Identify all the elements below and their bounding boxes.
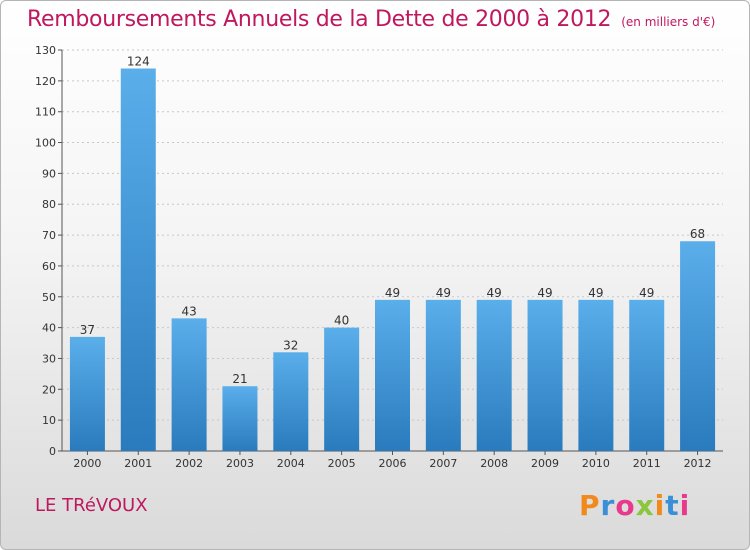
logo-letter: x xyxy=(635,489,655,522)
bar-value-label: 49 xyxy=(385,286,400,300)
proxiti-logo: Proxiti xyxy=(579,489,690,522)
bar-value-label: 49 xyxy=(588,286,603,300)
x-tick-label: 2004 xyxy=(277,457,305,470)
y-tick-label: 60 xyxy=(42,260,56,273)
bar xyxy=(578,299,614,451)
bar xyxy=(680,241,716,451)
bar-value-label: 43 xyxy=(181,304,196,318)
bar xyxy=(222,386,258,451)
bar-value-label: 49 xyxy=(487,286,502,300)
logo-letter: o xyxy=(615,489,636,522)
y-tick-label: 0 xyxy=(49,445,56,458)
y-tick-label: 120 xyxy=(35,75,56,88)
y-tick-label: 110 xyxy=(35,106,56,119)
bar-value-label: 68 xyxy=(690,227,705,241)
logo-letter: P xyxy=(579,489,601,522)
x-tick-label: 2005 xyxy=(328,457,356,470)
x-tick-label: 2002 xyxy=(175,457,203,470)
bar xyxy=(375,299,410,451)
y-tick-label: 30 xyxy=(42,352,56,365)
y-tick-label: 10 xyxy=(42,414,56,427)
x-tick-label: 2007 xyxy=(429,457,457,470)
bar-value-label: 49 xyxy=(537,286,552,300)
logo-letter: t xyxy=(665,489,680,522)
x-tick-label: 2001 xyxy=(124,457,152,470)
x-tick-label: 2008 xyxy=(480,457,508,470)
y-tick-label: 90 xyxy=(42,167,56,180)
bar-value-label: 49 xyxy=(639,286,654,300)
y-tick-label: 100 xyxy=(35,137,56,150)
x-tick-label: 2012 xyxy=(684,457,712,470)
bar xyxy=(273,352,309,451)
x-tick-label: 2000 xyxy=(73,457,101,470)
y-tick-label: 20 xyxy=(42,383,56,396)
y-tick-label: 40 xyxy=(42,322,56,335)
logo-letter: r xyxy=(600,489,616,522)
y-tick-label: 80 xyxy=(42,198,56,211)
y-tick-label: 130 xyxy=(35,44,56,57)
x-tick-label: 2009 xyxy=(531,457,559,470)
bar-value-label: 32 xyxy=(283,338,298,352)
x-tick-label: 2011 xyxy=(633,457,661,470)
bar-value-label: 49 xyxy=(436,286,451,300)
bar-value-label: 37 xyxy=(80,323,95,337)
bar-value-label: 124 xyxy=(127,55,150,69)
bar xyxy=(120,68,156,451)
bar xyxy=(324,327,360,451)
x-tick-label: 2010 xyxy=(582,457,610,470)
bar xyxy=(425,299,461,451)
bar xyxy=(476,299,512,451)
logo-letter: i xyxy=(654,489,666,522)
x-tick-label: 2006 xyxy=(379,457,407,470)
bar xyxy=(629,299,665,451)
place-name: LE TRéVOUX xyxy=(35,495,148,516)
bar-value-label: 40 xyxy=(334,314,349,328)
chart-title: Remboursements Annuels de la Dette de 20… xyxy=(27,7,715,32)
y-tick-label: 70 xyxy=(42,229,56,242)
bar xyxy=(69,336,105,451)
x-tick-label: 2003 xyxy=(226,457,254,470)
y-tick-label: 50 xyxy=(42,291,56,304)
logo-letter: i xyxy=(679,489,691,522)
title-text: Remboursements Annuels de la Dette de 20… xyxy=(27,7,612,32)
bar-value-label: 21 xyxy=(232,372,247,386)
bar xyxy=(527,299,563,451)
unit-label: (en milliers d'€) xyxy=(621,15,716,29)
bar xyxy=(171,318,207,451)
